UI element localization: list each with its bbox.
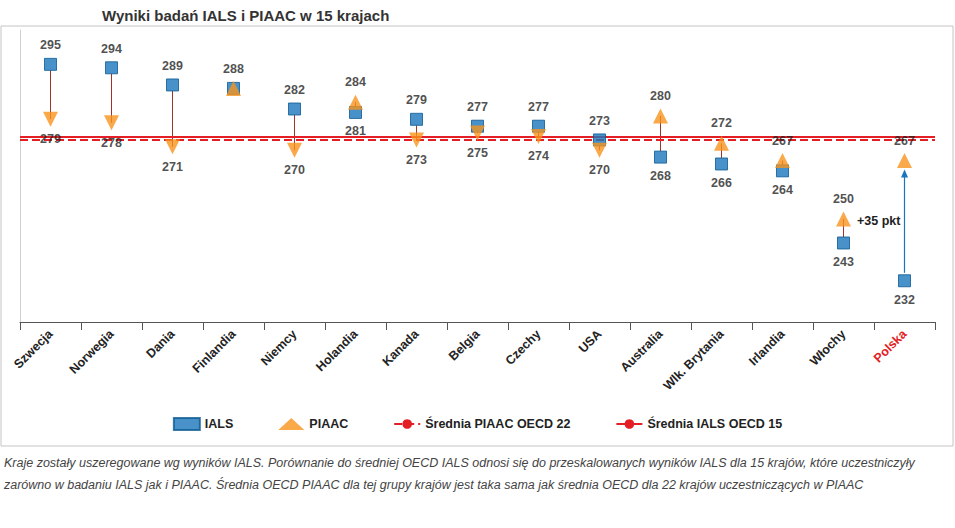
svg-text:289: 289 — [162, 59, 183, 73]
svg-text:295: 295 — [40, 38, 61, 52]
svg-text:243: 243 — [833, 255, 854, 269]
svg-text:271: 271 — [162, 160, 183, 174]
svg-text:270: 270 — [589, 163, 610, 177]
svg-text:288: 288 — [223, 62, 244, 76]
svg-text:282: 282 — [284, 83, 305, 97]
svg-text:Włochy: Włochy — [807, 327, 848, 368]
svg-text:250: 250 — [833, 192, 854, 206]
svg-text:274: 274 — [528, 149, 549, 163]
svg-text:284: 284 — [345, 75, 366, 89]
svg-text:Wlk. Brytania: Wlk. Brytania — [661, 326, 728, 393]
svg-text:266: 266 — [711, 176, 732, 190]
svg-text:Australia: Australia — [618, 326, 666, 374]
svg-text:281: 281 — [345, 124, 366, 138]
svg-text:275: 275 — [467, 146, 488, 160]
svg-text:280: 280 — [650, 89, 671, 103]
svg-text:Dania: Dania — [144, 326, 179, 361]
svg-text:Średnia IALS OECD 15: Średnia IALS OECD 15 — [647, 416, 782, 431]
svg-text:232: 232 — [894, 293, 915, 307]
svg-text:294: 294 — [101, 42, 122, 56]
svg-text:Średnia PIAAC OECD 22: Średnia PIAAC OECD 22 — [425, 416, 570, 431]
svg-text:272: 272 — [711, 116, 732, 130]
svg-text:+35 pkt: +35 pkt — [857, 214, 901, 228]
svg-text:277: 277 — [467, 100, 488, 114]
svg-text:273: 273 — [589, 114, 610, 128]
svg-text:Finlandia: Finlandia — [190, 326, 239, 375]
svg-text:USA: USA — [576, 327, 605, 356]
svg-text:279: 279 — [40, 132, 61, 146]
svg-text:Belgia: Belgia — [446, 326, 483, 363]
svg-text:Kanada: Kanada — [380, 326, 423, 369]
svg-text:267: 267 — [894, 134, 915, 148]
svg-text:273: 273 — [406, 153, 427, 167]
svg-text:IALS: IALS — [205, 417, 233, 431]
svg-text:Norwegia: Norwegia — [67, 326, 117, 376]
svg-text:277: 277 — [528, 100, 549, 114]
svg-text:Szwecja: Szwecja — [11, 326, 56, 371]
svg-text:267: 267 — [772, 134, 793, 148]
html-text:Kraje zostały uszeregowane wg: Kraje zostały uszeregowane wg wyników IA… — [4, 456, 915, 492]
svg-text:PIAAC: PIAAC — [309, 417, 348, 431]
svg-text:Polska: Polska — [871, 326, 910, 365]
svg-text:Niemcy: Niemcy — [258, 327, 299, 368]
svg-text:Irlandia: Irlandia — [746, 326, 788, 368]
svg-text:270: 270 — [284, 163, 305, 177]
svg-text:278: 278 — [101, 136, 122, 150]
svg-text:Wyniki badań IALS i PIAAC w 15: Wyniki badań IALS i PIAAC w 15 krajach — [102, 7, 389, 24]
svg-text:279: 279 — [406, 93, 427, 107]
svg-text:268: 268 — [650, 169, 671, 183]
svg-text:Holandia: Holandia — [313, 326, 361, 374]
svg-text:Czechy: Czechy — [503, 327, 544, 368]
svg-text:264: 264 — [772, 183, 793, 197]
